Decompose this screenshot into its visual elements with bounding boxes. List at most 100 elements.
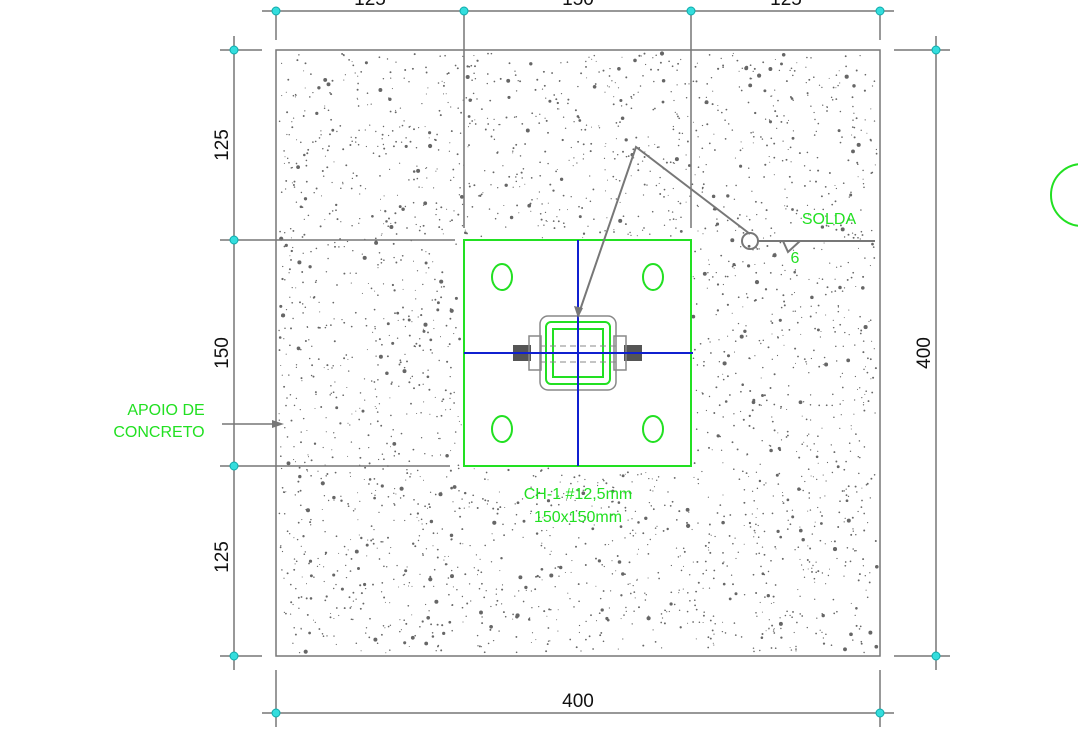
texture-dot [586,582,588,584]
texture-dot [738,86,741,88]
texture-dot [763,484,765,486]
texture-dot [807,214,810,216]
texture-dot [862,565,865,567]
texture-dot [603,157,606,160]
texture-dot [415,223,417,226]
texture-dot [815,180,817,183]
texture-dot [588,56,590,58]
texture-dot [748,414,751,418]
texture-dot [763,530,766,533]
texture-dot [428,131,432,135]
texture-dot [535,532,539,535]
texture-dot [484,499,487,502]
texture-dot [829,262,831,264]
texture-dot [428,143,433,149]
texture-dot [411,375,414,378]
texture-dot [451,604,454,606]
texture-dot [351,61,353,63]
texture-dot [809,404,812,406]
texture-dot [675,547,678,549]
concrete-texture [278,51,879,654]
texture-dot [336,218,339,221]
texture-dot [727,335,729,337]
texture-dot [438,109,441,112]
texture-dot [732,329,734,331]
texture-dot [434,599,439,604]
texture-dot [308,265,312,269]
texture-dot [830,444,832,446]
texture-dot [301,380,303,382]
texture-dot [602,640,605,643]
texture-dot [407,585,410,587]
texture-dot [444,54,446,57]
texture-dot [557,566,560,568]
texture-dot [343,357,346,360]
texture-dot [589,175,591,177]
texture-dot [692,80,695,83]
texture-dot [558,80,561,82]
texture-dot [514,70,516,72]
texture-dot [682,588,684,590]
texture-dot [760,636,764,639]
texture-dot [406,227,408,229]
texture-dot [457,464,460,467]
texture-dot [864,73,867,76]
texture-dot [304,340,307,342]
texture-dot [342,183,344,185]
texture-dot [364,587,367,590]
texture-dot [549,553,551,556]
texture-dot [685,96,688,99]
texture-dot [348,596,351,599]
texture-dot [314,140,317,143]
texture-dot [852,105,854,108]
texture-dot [492,129,495,131]
texture-dot [645,594,647,596]
texture-dot [455,243,457,245]
texture-dot [466,65,469,68]
texture-dot [307,456,310,458]
texture-dot [374,405,376,408]
texture-dot [305,597,308,600]
texture-dot [781,557,784,560]
texture-dot [418,384,421,386]
texture-dot [331,449,333,451]
texture-dot [580,72,583,75]
texture-dot [385,220,388,223]
texture-dot [790,97,794,100]
texture-dot [417,316,419,318]
support-label-line: APOIO DE [127,402,204,419]
texture-dot [672,187,674,190]
texture-dot [345,553,348,556]
texture-dot [654,107,656,110]
texture-dot [796,451,798,453]
texture-dot [709,341,711,343]
texture-dot [558,565,563,570]
texture-dot [532,474,535,477]
texture-dot [740,390,742,393]
texture-dot [781,329,783,331]
texture-dot [413,53,416,56]
texture-dot [284,156,286,158]
texture-dot [440,414,443,417]
texture-dot [856,388,859,390]
texture-dot [852,639,854,641]
texture-dot [743,524,745,527]
texture-dot [553,94,556,96]
texture-dot [837,84,839,87]
texture-dot [439,454,442,456]
texture-dot [622,150,624,153]
texture-dot [396,194,399,196]
weld-label: SOLDA [802,211,857,228]
texture-dot [733,267,735,269]
texture-dot [485,471,488,474]
texture-dot [465,615,467,618]
texture-dot [389,624,392,626]
texture-dot [791,616,793,619]
texture-dot [850,428,852,430]
texture-dot [673,476,676,479]
texture-dot [561,138,564,142]
texture-dot [867,522,869,524]
texture-dot [423,201,428,206]
texture-dot [536,574,539,578]
texture-dot [350,136,352,138]
